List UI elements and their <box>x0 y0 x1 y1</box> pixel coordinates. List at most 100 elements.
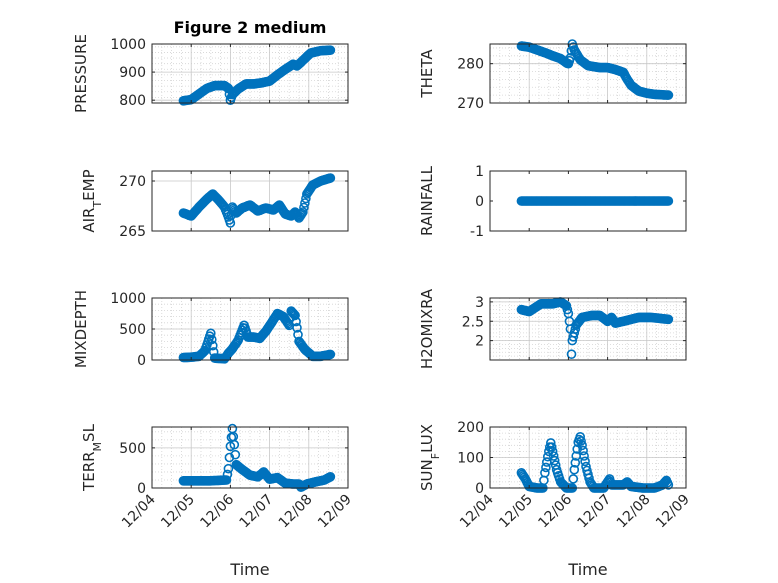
data-point <box>298 207 308 217</box>
data-point <box>299 202 309 213</box>
data-point <box>541 462 551 473</box>
data-point <box>325 471 336 482</box>
y-axis-label: TERRMSL <box>80 423 104 492</box>
y-axis-label: RAINFALL <box>418 165 436 236</box>
data-point <box>577 440 587 451</box>
data-point <box>292 322 302 333</box>
y-tick-label: 2.5 <box>462 314 484 330</box>
subplot-theta: 270 280 THETA <box>418 39 687 112</box>
y-tick-label: 1000 <box>110 291 146 307</box>
data-point <box>222 469 233 480</box>
data-point <box>663 90 674 100</box>
y-tick-label: 500 <box>119 441 146 457</box>
y-tick-label: 2 <box>475 334 484 350</box>
axes-box <box>151 426 349 489</box>
y-tick-label: 800 <box>119 93 146 109</box>
x-tick-label: 12/08 <box>276 492 316 532</box>
x-tick-label: 12/09 <box>653 492 693 532</box>
y-axis-label: AIRTEMP <box>80 169 104 232</box>
x-tick-label: 12/04 <box>457 491 497 531</box>
x-tick-label: 12/09 <box>315 492 355 532</box>
x-tick-label: 12/05 <box>496 492 536 532</box>
data-point <box>207 334 217 345</box>
data-point <box>230 449 241 460</box>
data-point <box>580 456 590 467</box>
axes-box <box>489 297 687 361</box>
axes-box <box>151 43 349 104</box>
data-point <box>549 455 560 466</box>
subplot-pressure: 800 900 1000 PRESSURE Figure 2 medium <box>72 18 349 113</box>
y-tick-label: 270 <box>457 96 484 112</box>
data-point <box>206 328 216 339</box>
x-tick-label: 12/06 <box>535 491 575 531</box>
data-point <box>542 451 553 462</box>
data-point <box>540 467 550 478</box>
data-point <box>325 173 336 183</box>
data-point <box>208 340 218 351</box>
subplot-sun-flux: 0 100 200 SUNFLUX 12/04 12/05 12/06 12/07 12/08 1… <box>418 420 693 579</box>
data-point <box>575 431 586 442</box>
y-tick-label: 0 <box>475 194 484 210</box>
y-tick-label: 265 <box>119 224 146 240</box>
data-point <box>569 464 580 475</box>
y-axis-label: THETA <box>418 49 436 99</box>
data-point <box>198 347 208 358</box>
data-point <box>578 445 588 456</box>
data-point <box>300 198 310 208</box>
x-tick-label: 12/05 <box>158 492 198 532</box>
x-tick-label: 12/06 <box>197 491 237 531</box>
axes-box <box>151 170 349 232</box>
y-tick-label: 270 <box>119 174 146 190</box>
y-axis-label: MIXDEPTH <box>72 290 90 368</box>
y-axis-label: PRESSURE <box>72 34 90 113</box>
data-point <box>221 475 232 485</box>
x-axis-label: Time <box>229 560 269 579</box>
data-point <box>566 349 577 360</box>
data-point <box>562 304 573 315</box>
chart-title: Figure 2 medium <box>174 18 327 37</box>
data-point <box>223 463 234 474</box>
x-tick-label: 12/04 <box>119 491 159 531</box>
data-point <box>570 457 581 468</box>
data-point <box>290 310 300 321</box>
y-tick-label: 500 <box>119 322 146 338</box>
subplot-mixdepth: 0 500 1000 MIXDEPTH <box>72 290 349 369</box>
y-tick-label: 1 <box>475 164 484 180</box>
y-tick-label: 100 <box>457 451 484 467</box>
y-tick-label: 280 <box>457 57 484 73</box>
data-point <box>547 446 558 457</box>
data-point <box>548 451 559 461</box>
data-point <box>229 439 240 450</box>
data-point <box>325 349 336 360</box>
x-axis-label: Time <box>567 560 607 579</box>
y-tick-label: -1 <box>470 224 484 240</box>
data-point <box>325 45 336 56</box>
y-tick-label: 0 <box>475 481 484 497</box>
y-tick-label: 1000 <box>110 37 146 53</box>
data-point <box>663 480 674 490</box>
subplot-terr-msl: 0 500 TERRMSL 12/04 12/05 12/06 12/07 12/08 12/0… <box>80 423 355 579</box>
data-point <box>545 438 556 448</box>
y-tick-label: 0 <box>137 353 146 369</box>
y-tick-label: 200 <box>457 420 484 436</box>
subplot-rainfall: -1 0 1 RAINFALL <box>418 164 687 240</box>
y-axis-label: H2OMIXRA <box>418 288 436 369</box>
subplot-h2omixra: 2 2.5 3 H2OMIXRA <box>418 288 687 369</box>
data-point <box>576 436 586 446</box>
data-point <box>663 314 674 325</box>
x-tick-label: 12/07 <box>575 492 615 532</box>
data-point <box>579 451 589 461</box>
axes-box <box>489 43 687 104</box>
y-axis-label: SUNFLUX <box>418 424 442 491</box>
y-tick-label: 3 <box>475 295 484 311</box>
x-tick-label: 12/07 <box>237 492 277 532</box>
x-tick-label: 12/08 <box>614 492 654 532</box>
data-point <box>288 308 298 319</box>
y-tick-label: 900 <box>119 65 146 81</box>
y-tick-label: 0 <box>137 481 146 497</box>
data-point <box>291 316 301 327</box>
data-point <box>663 196 674 206</box>
subplot-air-temp: 265 270 AIRTEMP <box>80 169 349 240</box>
data-point <box>546 442 557 452</box>
